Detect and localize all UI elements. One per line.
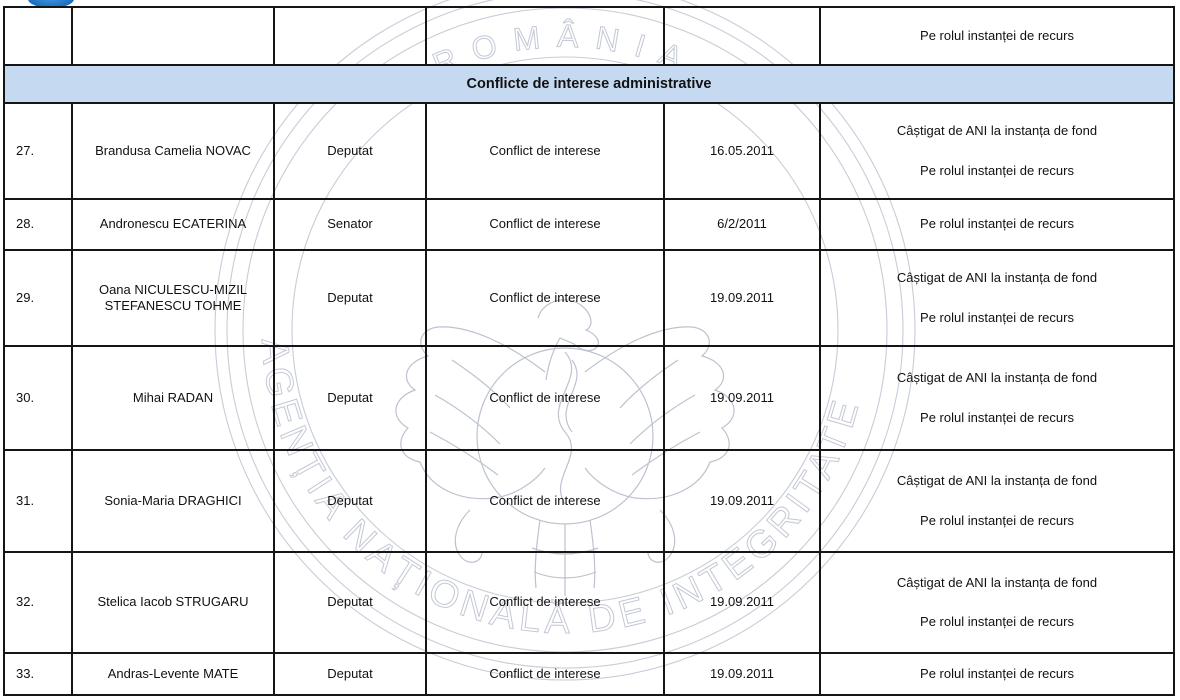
- section-banner-title: Conflicte de interese administrative: [466, 76, 712, 92]
- status-line: Pe rolul instanței de recurs: [920, 27, 1074, 43]
- cell-date: 16.05.2011: [663, 104, 819, 198]
- table-row: 29. Oana NICULESCU-MIZIL STEFANESCU TOHM…: [5, 249, 1173, 345]
- cell-number: 27.: [16, 142, 35, 158]
- cell-status: Pe rolul instanței de recurs: [819, 200, 1173, 249]
- cell-name: Oana NICULESCU-MIZIL STEFANESCU TOHME: [71, 251, 273, 345]
- status-line: Pe rolul instanței de recurs: [920, 614, 1074, 629]
- cell-position: Deputat: [273, 104, 425, 198]
- cell-position: Deputat: [273, 553, 425, 652]
- cell-type: Conflict de interese: [425, 251, 663, 345]
- cell-status: Pe rolul instanței de recurs: [819, 654, 1173, 694]
- table-row-partial: Pe rolul instanței de recurs: [5, 8, 1173, 64]
- cell-number: 30.: [16, 389, 35, 405]
- status-line: Câștigat de ANI la instanța de fond: [896, 473, 1098, 489]
- cell-number: 33.: [16, 665, 35, 681]
- status-line: Pe rolul instanței de recurs: [920, 665, 1074, 681]
- status-line: Pe rolul instanței de recurs: [920, 216, 1074, 232]
- cell-date: 6/2/2011: [663, 200, 819, 249]
- cell-name: Stelica Iacob STRUGARU: [71, 553, 273, 652]
- cell-date: 19.09.2011: [663, 654, 819, 694]
- status-line: Pe rolul instanței de recurs: [920, 409, 1074, 425]
- cell-date: 19.09.2011: [663, 451, 819, 551]
- status-line: Câștigat de ANI la instanța de fond: [896, 123, 1098, 139]
- table-row: 28. Andronescu ECATERINA Senator Conflic…: [5, 198, 1173, 249]
- status-line: Câștigat de ANI la instanța de fond: [896, 574, 1098, 590]
- cell-name: Andronescu ECATERINA: [71, 200, 273, 249]
- cell-number: 32.: [16, 594, 35, 610]
- status-line: Câștigat de ANI la instanța de fond: [896, 370, 1098, 386]
- cell-name: Brandusa Camelia NOVAC: [71, 104, 273, 198]
- table-row: 32. Stelica Iacob STRUGARU Deputat Confl…: [5, 551, 1173, 652]
- cell-status: Câștigat de ANI la instanța de fond Pe r…: [819, 251, 1173, 345]
- status-line: Pe rolul instanței de recurs: [920, 309, 1074, 325]
- table-row: 30. Mihai RADAN Deputat Conflict de inte…: [5, 345, 1173, 449]
- cell-name: Andras-Levente MATE: [71, 654, 273, 694]
- cell-date: 19.09.2011: [663, 347, 819, 449]
- conflicts-table: Pe rolul instanței de recurs Conflicte d…: [3, 6, 1175, 696]
- status-line: Pe rolul instanței de recurs: [920, 512, 1074, 528]
- cell-position: Senator: [273, 200, 425, 249]
- cell-type: Conflict de interese: [425, 104, 663, 198]
- cell-number: 31.: [16, 492, 35, 508]
- cell-type: Conflict de interese: [425, 451, 663, 551]
- status-line: Câștigat de ANI la instanța de fond: [896, 270, 1098, 286]
- cell-position: Deputat: [273, 251, 425, 345]
- table-row: 33. Andras-Levente MATE Deputat Conflict…: [5, 652, 1173, 694]
- cell-name: [71, 8, 273, 64]
- section-banner: Conflicte de interese administrative: [5, 64, 1173, 102]
- cell-status: Câștigat de ANI la instanța de fond Pe r…: [819, 451, 1173, 551]
- cell-type: Conflict de interese: [425, 347, 663, 449]
- cell-position: Deputat: [273, 451, 425, 551]
- table-row: 27. Brandusa Camelia NOVAC Deputat Confl…: [5, 102, 1173, 198]
- logo-partial-icon: [28, 0, 74, 8]
- cell-type: [425, 8, 663, 64]
- cell-date: 19.09.2011: [663, 251, 819, 345]
- cell-name: Sonia-Maria DRAGHICI: [71, 451, 273, 551]
- cell-date: [663, 8, 819, 64]
- status-line: Pe rolul instanței de recurs: [920, 162, 1074, 178]
- cell-number: 28.: [16, 216, 35, 232]
- cell-status: Câștigat de ANI la instanța de fond Pe r…: [819, 104, 1173, 198]
- cell-type: Conflict de interese: [425, 200, 663, 249]
- cell-date: 19.09.2011: [663, 553, 819, 652]
- cell-status: Pe rolul instanței de recurs: [819, 8, 1173, 64]
- cell-position: Deputat: [273, 654, 425, 694]
- cell-number: [5, 8, 71, 64]
- cell-status: Câștigat de ANI la instanța de fond Pe r…: [819, 347, 1173, 449]
- cell-position: Deputat: [273, 347, 425, 449]
- cell-number: 29.: [16, 289, 35, 305]
- cell-status: Câștigat de ANI la instanța de fond Pe r…: [819, 553, 1173, 652]
- cell-name: Mihai RADAN: [71, 347, 273, 449]
- cell-type: Conflict de interese: [425, 654, 663, 694]
- table-row: 31. Sonia-Maria DRAGHICI Deputat Conflic…: [5, 449, 1173, 551]
- cell-position: [273, 8, 425, 64]
- cell-type: Conflict de interese: [425, 553, 663, 652]
